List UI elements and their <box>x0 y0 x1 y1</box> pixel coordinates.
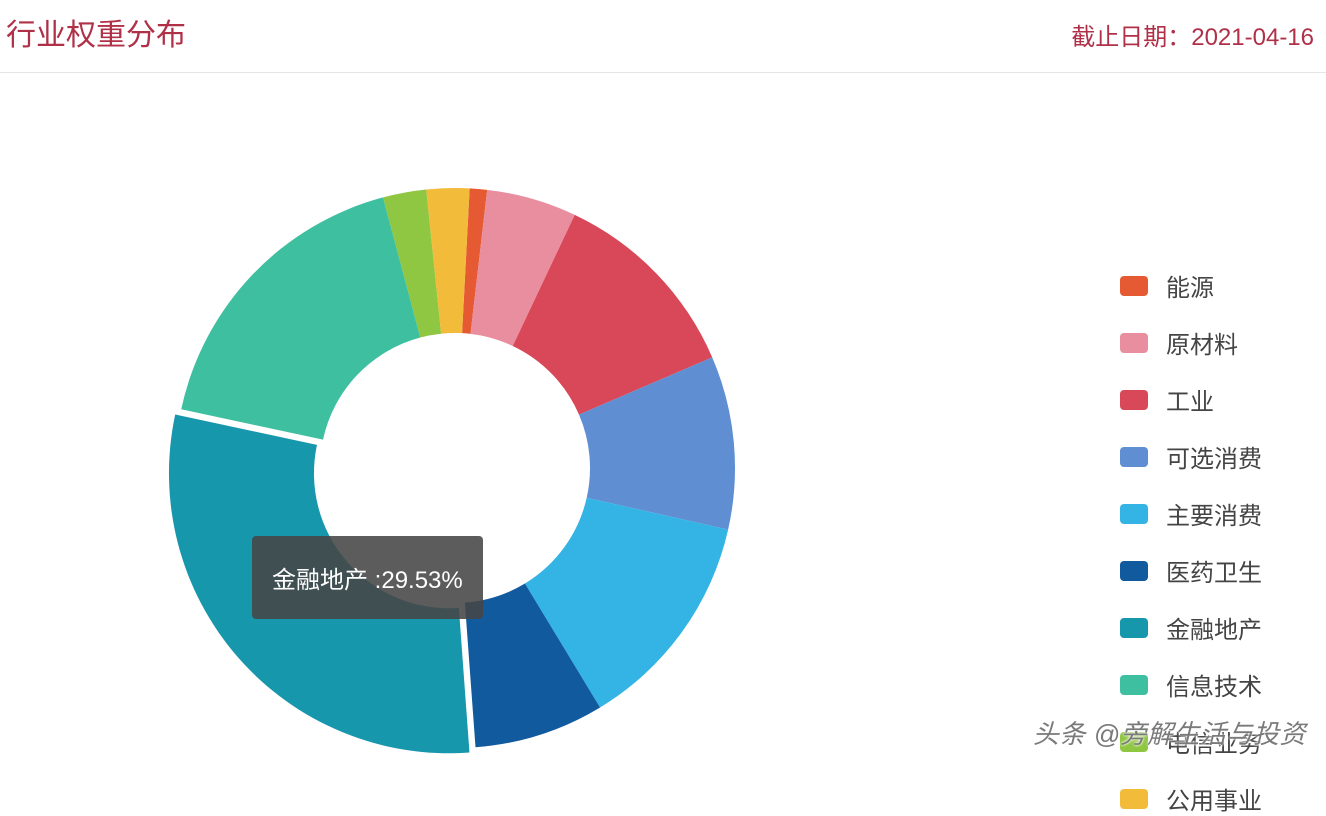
donut-slice[interactable] <box>181 197 420 439</box>
legend-item[interactable]: 金融地产 <box>1120 610 1262 645</box>
legend-swatch <box>1120 675 1148 695</box>
header: 行业权重分布 截止日期：2021-04-16 <box>0 0 1326 73</box>
watermark: 头条 @旁解生活与投资 <box>1033 714 1306 751</box>
legend-label: 可选消费 <box>1166 439 1262 474</box>
donut-slice[interactable] <box>169 415 470 754</box>
legend-item[interactable]: 信息技术 <box>1120 667 1262 702</box>
legend-label: 工业 <box>1166 382 1214 417</box>
legend-label: 主要消费 <box>1166 496 1262 531</box>
legend-label: 原材料 <box>1166 325 1238 360</box>
legend-swatch <box>1120 447 1148 467</box>
donut-chart[interactable] <box>50 113 870 813</box>
legend-label: 医药卫生 <box>1166 553 1262 588</box>
chart-area: 金融地产 :29.53% 能源原材料工业可选消费主要消费医药卫生金融地产信息技术… <box>0 73 1326 763</box>
legend-swatch <box>1120 561 1148 581</box>
legend-swatch <box>1120 276 1148 296</box>
legend-swatch <box>1120 504 1148 524</box>
legend-swatch <box>1120 333 1148 353</box>
date-label: 截止日期： <box>1071 24 1191 51</box>
legend-item[interactable]: 主要消费 <box>1120 496 1262 531</box>
legend-item[interactable]: 公用事业 <box>1120 781 1262 816</box>
legend-swatch <box>1120 390 1148 410</box>
as-of-date: 截止日期：2021-04-16 <box>1071 17 1314 52</box>
legend-item[interactable]: 医药卫生 <box>1120 553 1262 588</box>
legend-swatch <box>1120 789 1148 809</box>
legend-label: 公用事业 <box>1166 781 1262 816</box>
legend-swatch <box>1120 618 1148 638</box>
legend-item[interactable]: 能源 <box>1120 268 1262 303</box>
legend-label: 信息技术 <box>1166 667 1262 702</box>
legend-label: 金融地产 <box>1166 610 1262 645</box>
date-value: 2021-04-16 <box>1191 24 1314 51</box>
legend-label: 能源 <box>1166 268 1214 303</box>
page-title: 行业权重分布 <box>6 10 186 54</box>
legend-item[interactable]: 原材料 <box>1120 325 1262 360</box>
legend-item[interactable]: 可选消费 <box>1120 439 1262 474</box>
legend-item[interactable]: 工业 <box>1120 382 1262 417</box>
